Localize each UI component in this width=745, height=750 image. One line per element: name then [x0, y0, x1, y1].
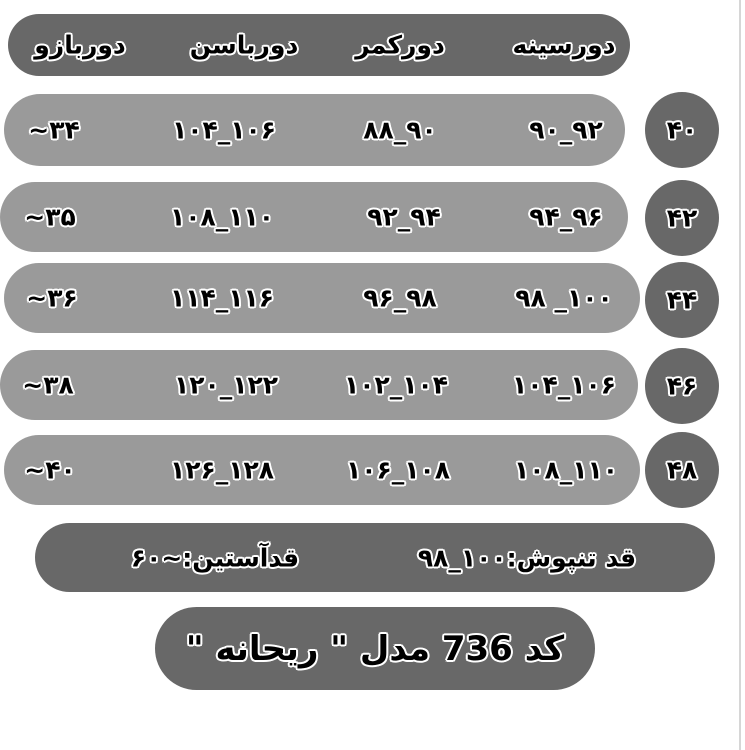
hip-value: ۱۰۴_۱۰۶ [171, 115, 277, 145]
hip-value: ۱۲۶_۱۲۸ [169, 455, 275, 485]
bust-value: ۹۴_۹۶ [529, 202, 603, 232]
waist-value: ۹۲_۹۴ [367, 202, 441, 232]
bust-value: ۹۰_۹۲ [529, 115, 603, 145]
table-row: ۱۰۸_۱۱۰ ۱۰۶_۱۰۸ ۱۲۶_۱۲۸ ~۴۰ [4, 435, 640, 505]
header-hip: دورباسن [189, 30, 299, 60]
size-label: ۴۰ [666, 115, 698, 145]
waist-value: ۸۸_۹۰ [363, 115, 437, 145]
size-label: ۴۸ [666, 455, 698, 485]
size-label: ۴۴ [666, 285, 698, 315]
model-code: کد 736 مدل " ریحانه " [185, 628, 565, 669]
arm-value: ~۳۵ [24, 202, 76, 232]
header-arm: دوربازو [34, 30, 126, 60]
sleeve-length: قدآستین:~۶۰ [130, 543, 300, 572]
table-row: ۱۰۴_۱۰۶ ۱۰۲_۱۰۴ ۱۲۰_۱۲۲ ~۳۸ [0, 350, 638, 420]
size-badge: ۴۴ [645, 262, 719, 338]
header-bust: دورسینه [512, 30, 616, 60]
hip-value: ۱۲۰_۱۲۲ [173, 370, 279, 400]
table-row: ۹۰_۹۲ ۸۸_۹۰ ۱۰۴_۱۰۶ ~۳۴ [4, 94, 625, 166]
size-badge: ۴۰ [645, 92, 719, 168]
waist-value: ۹۶_۹۸ [363, 283, 437, 313]
bust-value: ۱۰۸_۱۱۰ [513, 455, 619, 485]
body-length: قد تنپوش:۱۰۰_۹۸ [417, 543, 637, 572]
arm-value: ~۳۸ [22, 370, 74, 400]
size-label: ۴۲ [666, 203, 698, 233]
model-bar: کد 736 مدل " ریحانه " [155, 607, 595, 690]
size-badge: ۴۸ [645, 432, 719, 508]
arm-value: ~۴۰ [24, 455, 76, 485]
info-bar: قد تنپوش:۱۰۰_۹۸ قدآستین:~۶۰ [35, 523, 715, 592]
right-edge-line [739, 0, 741, 750]
bust-value: ۱۰۴_۱۰۶ [511, 370, 617, 400]
size-label: ۴۶ [666, 371, 698, 401]
header-waist: دورکمر [355, 30, 445, 60]
hip-value: ۱۰۸_۱۱۰ [169, 202, 275, 232]
arm-value: ~۳۶ [26, 283, 78, 313]
waist-value: ۱۰۶_۱۰۸ [345, 455, 451, 485]
size-badge: ۴۲ [645, 180, 719, 256]
size-badge: ۴۶ [645, 348, 719, 424]
table-row: ۹۴_۹۶ ۹۲_۹۴ ۱۰۸_۱۱۰ ~۳۵ [0, 182, 628, 252]
waist-value: ۱۰۲_۱۰۴ [343, 370, 449, 400]
hip-value: ۱۱۴_۱۱۶ [169, 283, 275, 313]
table-row: ۹۸ _۱۰۰ ۹۶_۹۸ ۱۱۴_۱۱۶ ~۳۶ [4, 263, 640, 333]
header-bar: دورسینه دورکمر دورباسن دوربازو [8, 14, 630, 76]
bust-value: ۹۸ _۱۰۰ [515, 283, 613, 313]
arm-value: ~۳۴ [28, 115, 80, 145]
